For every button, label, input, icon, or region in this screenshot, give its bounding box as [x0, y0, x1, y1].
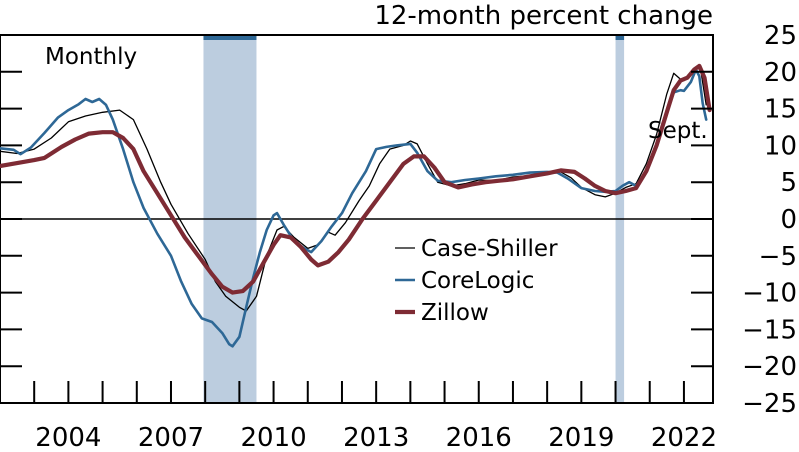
- y-tick-label-2: 15: [764, 95, 797, 125]
- x-tick-label-2016: 2016: [446, 423, 512, 452]
- y-tick-label-6: −5: [759, 242, 797, 272]
- sept-annotation: Sept.: [648, 118, 708, 144]
- y-axis-ticks: 25 20 15 10 5 0 −5 −10 −15 −20 −25: [0, 21, 797, 419]
- legend-label-zillow: Zillow: [421, 300, 489, 326]
- x-tick-label-2013: 2013: [343, 423, 409, 452]
- y-tick-label-9: −20: [742, 352, 797, 382]
- legend-label-corelogic: CoreLogic: [421, 268, 534, 294]
- series-line-zillow: [0, 63, 712, 295]
- frequency-label: Monthly: [45, 44, 137, 70]
- x-tick-label-2007: 2007: [138, 423, 204, 452]
- recession-bar-2: [615, 34, 625, 40]
- x-tick-label-2022: 2022: [651, 423, 717, 452]
- chart-title: 12-month percent change: [374, 1, 713, 31]
- y-tick-label-7: −10: [742, 279, 797, 309]
- y-tick-label-4: 5: [780, 168, 797, 198]
- y-tick-label-1: 20: [764, 58, 797, 88]
- y-tick-label-3: 10: [764, 131, 797, 161]
- y-tick-label-0: 25: [764, 21, 797, 51]
- y-tick-label-5: 0: [780, 205, 797, 235]
- y-tick-label-10: −25: [742, 389, 797, 419]
- legend: Case-Shiller CoreLogic Zillow: [395, 236, 558, 326]
- x-tick-label-2010: 2010: [240, 423, 306, 452]
- y-tick-label-8: −15: [742, 315, 797, 345]
- x-tick-label-2004: 2004: [35, 423, 101, 452]
- recession-bar-1: [203, 34, 257, 40]
- series-line-corelogic: [0, 68, 708, 348]
- x-tick-label-2019: 2019: [548, 423, 614, 452]
- x-axis-ticks: 2004 2007 2010 2013 2016 2019 2022: [0, 381, 717, 452]
- series-lines: [0, 63, 712, 348]
- legend-label-case-shiller: Case-Shiller: [421, 236, 558, 262]
